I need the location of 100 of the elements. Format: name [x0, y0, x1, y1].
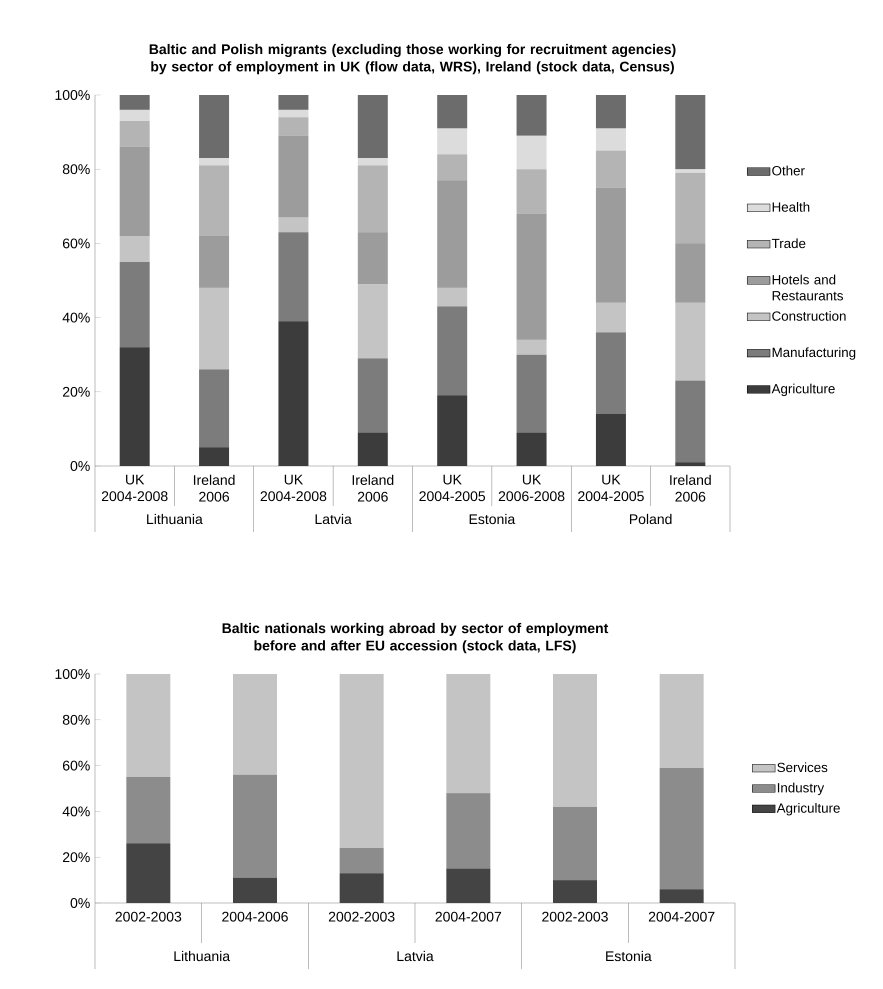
bar [233, 774, 277, 878]
bar [675, 172, 706, 244]
x-tick-label: UK 2004-2008 [260, 474, 326, 502]
bar [233, 674, 277, 775]
chart-title: Baltic nationals working abroad by sector of employment before and after EU accession (stock data, LFS) [222, 622, 608, 654]
bar [446, 674, 490, 794]
y-tick-label: 60% [62, 760, 90, 771]
text: Latvia [316, 514, 352, 524]
bar [199, 288, 230, 370]
bar [675, 243, 706, 303]
x-tick-label: 2002-2003 [116, 912, 182, 922]
bar [199, 158, 230, 166]
y-tick-label: 80% [62, 164, 90, 174]
bar [552, 806, 597, 880]
bar [516, 340, 547, 355]
bar [437, 306, 468, 396]
legend-label: Health [772, 202, 810, 212]
bar [120, 262, 150, 348]
bar [358, 232, 388, 284]
bar [199, 236, 230, 288]
text: Estonia [606, 950, 652, 962]
bar [199, 447, 230, 466]
bar [278, 94, 308, 110]
y-tick-label: 60% [62, 238, 90, 248]
x-tick-label: 2002-2003 [328, 912, 395, 922]
bar [660, 768, 704, 890]
bar [660, 889, 704, 903]
legend-label: Manufacturing [772, 347, 856, 360]
bar [120, 120, 150, 147]
bar [358, 158, 388, 166]
bar [437, 154, 468, 180]
bar [516, 94, 547, 136]
text: Poland [630, 514, 672, 524]
bar [278, 321, 308, 466]
bar [120, 347, 150, 466]
bar [516, 214, 547, 340]
bar [516, 136, 547, 170]
legend-label: Other [772, 166, 805, 176]
y-tick-label: 0% [70, 461, 90, 471]
y-tick-label: 80% [62, 714, 90, 725]
text: Latvia [397, 950, 434, 962]
text: Estonia [470, 514, 516, 524]
bar [596, 302, 626, 332]
bar [437, 128, 468, 154]
text: Lithuania [174, 950, 230, 962]
y-tick-label: 100% [56, 669, 90, 679]
bar [278, 217, 308, 232]
bar [660, 674, 704, 768]
legend-label: Trade [772, 238, 806, 248]
bar [278, 110, 308, 118]
x-tick-label: 2004-2006 [222, 912, 288, 922]
y-tick-label: 20% [62, 852, 90, 862]
y-tick-label: 0% [70, 898, 90, 908]
x-tick-label: 2004-2007 [648, 912, 714, 922]
bar [596, 414, 626, 466]
bar [120, 146, 150, 236]
bar [675, 380, 706, 462]
bar [516, 354, 547, 433]
bar [199, 94, 230, 158]
y-tick-label: 100% [56, 90, 90, 100]
bar [675, 302, 706, 381]
bar [233, 878, 277, 903]
bar [358, 94, 388, 158]
bar [199, 165, 230, 236]
bar [552, 880, 597, 903]
x-tick-label: Ireland 2006 [670, 474, 711, 502]
legend-label: Industry [778, 782, 824, 796]
bar [340, 674, 384, 848]
x-tick-label: UK 2006-2008 [498, 474, 564, 502]
bar [437, 396, 468, 466]
text: Lithuania [147, 514, 203, 524]
x-tick-label: Ireland 2006 [194, 474, 235, 502]
bar [126, 843, 170, 903]
bar [278, 232, 308, 322]
legend-label: Construction [772, 310, 846, 321]
bar [126, 674, 170, 778]
bar [278, 117, 308, 136]
bar [675, 169, 706, 173]
bar [675, 94, 706, 170]
x-tick-label: Ireland 2006 [352, 474, 394, 502]
x-tick-label: UK 2004-2005 [419, 474, 486, 502]
y-tick-label: 20% [62, 386, 90, 397]
bar [596, 128, 626, 151]
bar [120, 236, 150, 262]
bar [437, 288, 468, 306]
bar [675, 462, 706, 466]
bar [120, 94, 150, 110]
bar [596, 332, 626, 414]
bar [437, 94, 468, 128]
bar [552, 674, 597, 807]
legend-label: Services [777, 762, 828, 772]
y-tick-label: 40% [62, 312, 90, 323]
y-tick-label: 40% [62, 806, 90, 816]
bar [437, 180, 468, 288]
x-tick-label: UK 2004-2005 [578, 474, 644, 502]
bar [340, 873, 384, 903]
bar [516, 169, 547, 214]
legend-label: Hotels and Restaurants [772, 274, 843, 300]
chart-title: Baltic and Polish migrants (excluding those working for recruitment agencies) by sector of employment in UK (flow data, WRS), Ireland (stock data, Census) [150, 44, 676, 74]
bar [446, 793, 490, 869]
